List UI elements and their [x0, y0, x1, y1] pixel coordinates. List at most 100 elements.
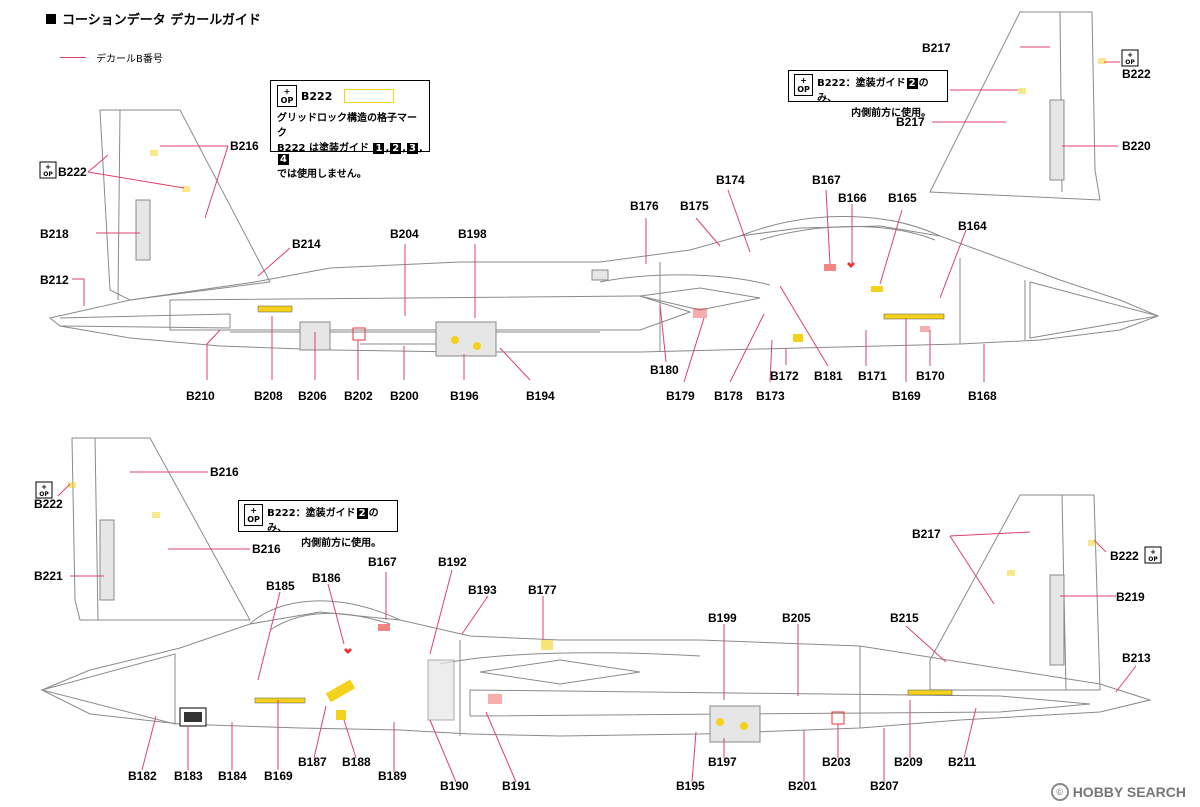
decal-label: B173 [756, 389, 785, 403]
watermark: © HOBBY SEARCH [1050, 783, 1186, 801]
note-line2: 内側前方に使用。 [851, 108, 932, 119]
legend-text: デカールB番号 [96, 54, 163, 65]
bottom-decals [68, 482, 1096, 743]
decal-label: B203 [822, 755, 851, 769]
decal-label: B205 [782, 611, 811, 625]
decal-label: B176 [630, 199, 659, 213]
decal-label: B198 [458, 227, 487, 241]
decal-label: B217 [912, 527, 941, 541]
decal-label: B175 [680, 199, 709, 213]
op-icon: + OP [794, 74, 814, 96]
decal-label: B178 [714, 389, 743, 403]
note-text: のみ、 [267, 508, 379, 534]
guide-number: 2 [356, 508, 368, 519]
decal-label: B211 [948, 755, 976, 769]
svg-text:OP: OP [39, 491, 49, 498]
guide-number: 1 [373, 143, 385, 154]
decal-label: B165 [888, 191, 917, 205]
op-icon: + OP [39, 161, 57, 179]
decal-label: B177 [528, 583, 557, 597]
decal-label: B215 [890, 611, 919, 625]
note-text: のみ、 [817, 78, 929, 104]
decal-label: B212 [40, 273, 69, 287]
note-line2: 内側前方に使用。 [301, 538, 382, 549]
top-labels: B216 B222 B218 B212 B214 B210 B208 B206 B202 B200… [40, 41, 1151, 403]
decal-label: B188 [342, 755, 371, 769]
guide-number: 2 [390, 143, 402, 154]
bottom-leader-lines [57, 471, 1137, 783]
svg-text:+: + [45, 163, 51, 171]
op-icon: + OP [244, 504, 264, 526]
decal-label: B191 [502, 779, 531, 793]
note-code: B222 [817, 78, 846, 89]
svg-text:OP: OP [1125, 59, 1135, 66]
decal-label: B164 [958, 219, 987, 233]
decal-label: B202 [344, 389, 373, 403]
decal-label: B190 [440, 779, 469, 793]
legend: デカールB番号 [60, 50, 163, 65]
decal-label: B222 [34, 497, 63, 511]
decal-label: B208 [254, 389, 283, 403]
decal-label: B195 [676, 779, 705, 793]
grid-mark-icon [344, 89, 395, 103]
note-line3: では使用しません。 [277, 169, 367, 180]
watermark-text: HOBBY SEARCH [1072, 784, 1186, 800]
leader-line-sample [60, 57, 86, 58]
decal-label: B174 [716, 173, 745, 187]
decal-label: B189 [378, 769, 407, 783]
decal-label: B171 [858, 369, 887, 383]
decal-label: B217 [922, 41, 951, 55]
note-line2-text: B222 は塗装ガイド [277, 143, 369, 154]
decal-label: B207 [870, 779, 899, 793]
decal-label: B167 [812, 173, 841, 187]
op-icon: + OP [1121, 49, 1139, 67]
svg-text:OP: OP [43, 171, 53, 178]
watermark-logo-icon: © [1050, 783, 1069, 801]
decal-label: B216 [252, 542, 281, 556]
op-icon: + OP [277, 85, 297, 107]
decal-label: B184 [218, 769, 247, 783]
decal-label: B213 [1122, 651, 1151, 665]
note-text: ：塗装ガイド [845, 78, 906, 89]
decal-label: B194 [526, 389, 555, 403]
guide-number: 4 [278, 154, 289, 165]
decal-label: B197 [708, 755, 737, 769]
decal-label: B200 [390, 389, 419, 403]
decal-label: B201 [788, 779, 817, 793]
decal-label: B218 [40, 227, 69, 241]
decal-label: B183 [174, 769, 203, 783]
note-code: B222 [267, 508, 296, 519]
decal-label: B168 [968, 389, 997, 403]
decal-label: B180 [650, 363, 679, 377]
decal-label: B222 [1110, 549, 1139, 563]
top-aircraft [48, 109, 1160, 353]
note-code: B222 [301, 89, 333, 103]
decal-label: B169 [892, 389, 921, 403]
decal-label: B182 [128, 769, 157, 783]
page-title-text: コーションデータ デカールガイド [62, 13, 261, 28]
decal-label: B186 [312, 571, 341, 585]
decal-label: B209 [894, 755, 923, 769]
note-line2: B222 は塗装ガイド 1, 2, 3,4 [277, 143, 423, 165]
decal-label: B187 [298, 755, 327, 769]
decal-label: B214 [292, 237, 321, 251]
decal-label: B216 [210, 465, 239, 479]
op-icons: + OP + OP + OP + OP [35, 49, 1162, 564]
note-box-top-right: + OP B222：塗装ガイド 2 のみ、 内側前方に使用。 [788, 70, 948, 119]
note-text: ：塗装ガイド [295, 508, 356, 519]
svg-text:+: + [41, 483, 47, 491]
top-right-tail [929, 11, 1106, 201]
decal-label: B210 [186, 389, 215, 403]
decal-label: B170 [916, 369, 945, 383]
title-square-icon [46, 13, 56, 24]
svg-text:+: + [1127, 51, 1133, 59]
decal-label: B217 [896, 115, 925, 129]
decal-label: B193 [468, 583, 497, 597]
note-line1: グリッドロック構造の格子マーク [277, 113, 417, 139]
decal-label: B172 [770, 369, 799, 383]
decal-label: B169 [264, 769, 293, 783]
decal-label: B179 [666, 389, 695, 403]
note-box-bottom: + OP B222：塗装ガイド 2 のみ、 内側前方に使用。 [238, 500, 398, 549]
